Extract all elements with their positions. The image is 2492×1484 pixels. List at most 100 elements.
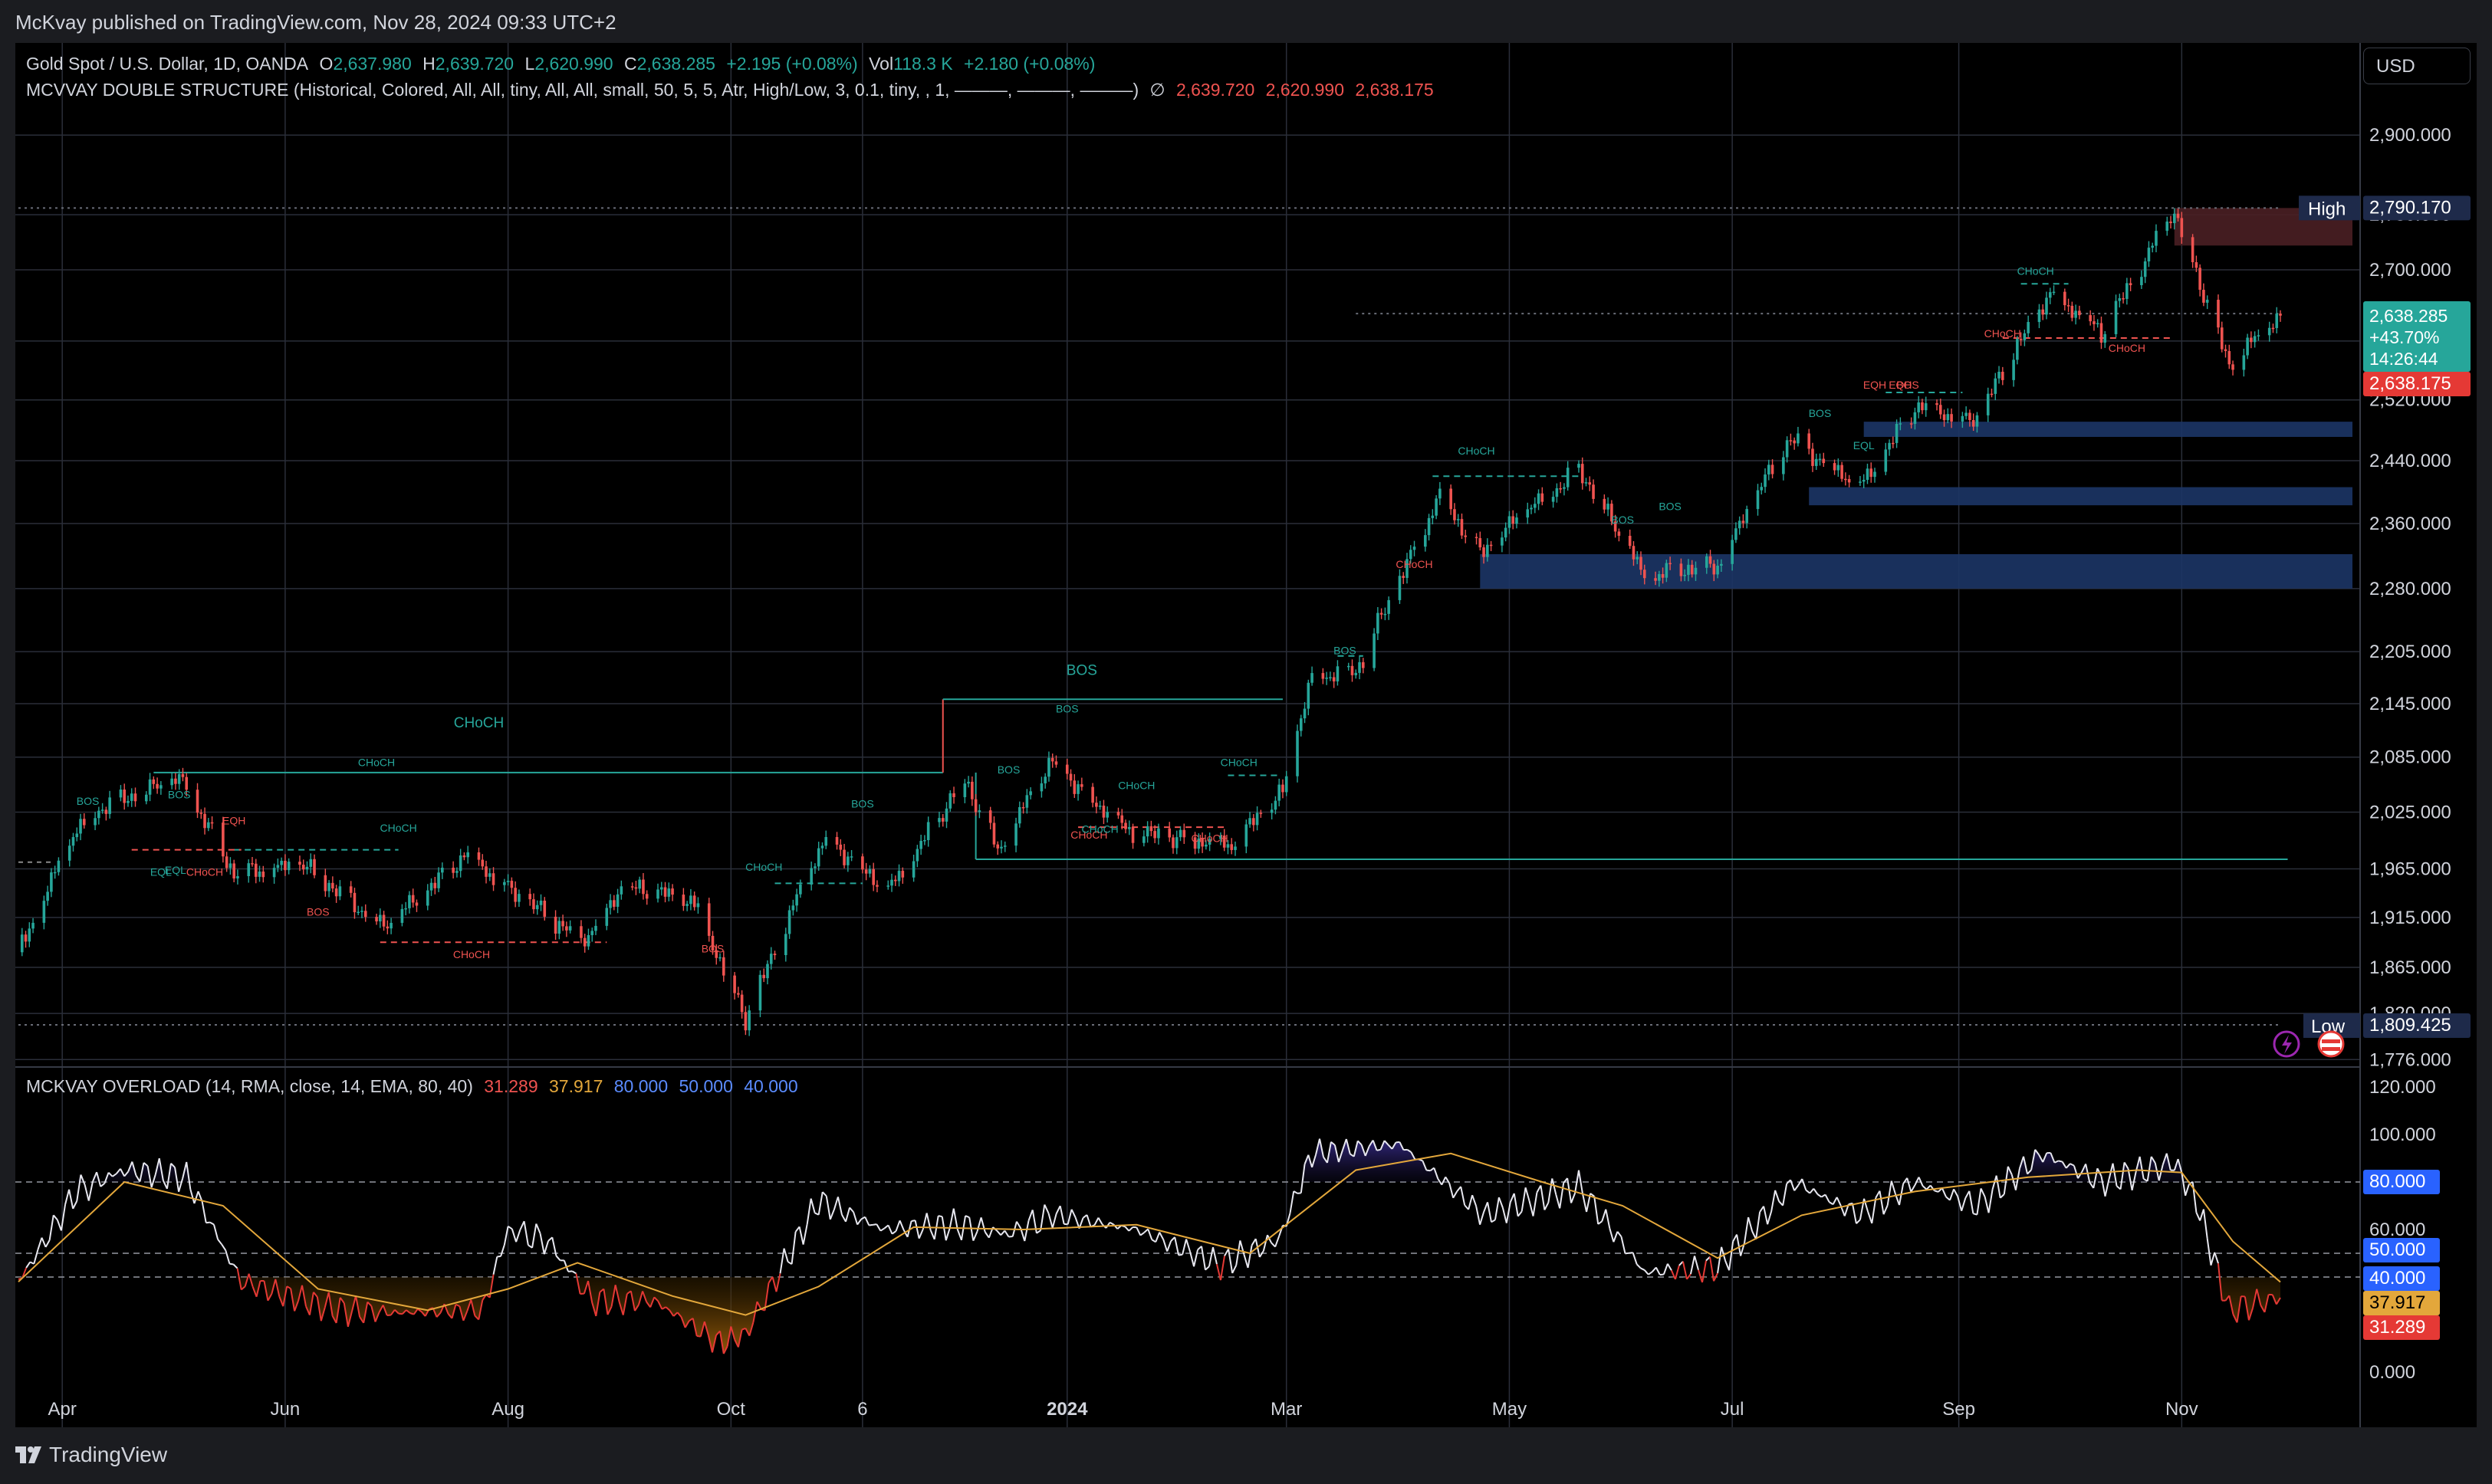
candle-body (748, 1010, 751, 1031)
candle-body (1665, 563, 1668, 578)
oscillator-line-segment (853, 1211, 859, 1225)
symbol-name[interactable]: Gold Spot / U.S. Dollar, 1D, OANDA (26, 54, 309, 74)
candle-body (2217, 300, 2220, 328)
candle-body (1153, 831, 1156, 839)
oscillator-line-segment (1235, 1240, 1241, 1266)
candle-body (843, 849, 846, 865)
candle-body (1321, 673, 1325, 679)
candle-body (685, 904, 689, 906)
candle-body (1219, 836, 1222, 839)
candle-body (1654, 578, 1657, 581)
oscillator-line-segment (213, 1224, 219, 1240)
candle-body (1606, 504, 1609, 510)
oscillator-badge-text: 40.000 (2369, 1268, 2425, 1289)
oscillator-line-segment (503, 1226, 509, 1246)
candle-body (181, 773, 185, 777)
candle-body (1325, 677, 1328, 679)
candle-body (199, 813, 203, 814)
candle-body (656, 889, 659, 899)
candle-body (170, 778, 173, 786)
candle-body (258, 871, 261, 877)
oscillator-line-segment (1323, 1156, 1328, 1164)
candle-body (327, 882, 330, 891)
oscillator-line-segment (236, 1268, 242, 1290)
candle-body (2096, 323, 2099, 325)
candle-body (850, 856, 853, 858)
oscillator-line-segment (1464, 1204, 1469, 1210)
candle-body (971, 781, 974, 799)
candle-body (2275, 314, 2279, 328)
candle-body (1029, 791, 1032, 796)
oscillator-name[interactable]: MCKVAY OVERLOAD (14, RMA, close, 14, EMA… (26, 1076, 473, 1096)
candle-body (1281, 784, 1284, 793)
indicator-value-3: 2,638.175 (1355, 80, 1434, 100)
candle-body (2140, 277, 2143, 286)
candle-body (1431, 515, 1435, 518)
candle-body (28, 928, 31, 942)
indicator-name[interactable]: MCVVAY DOUBLE STRUCTURE (Historical, Col… (26, 80, 1139, 100)
currency-button[interactable]: USD (2363, 48, 2471, 84)
candle-body (1449, 488, 1452, 510)
oscillator-line-segment (1004, 1230, 1010, 1238)
oscillator-line-segment (1289, 1190, 1295, 1213)
candle-body (2093, 321, 2096, 324)
candle-body (225, 856, 228, 868)
oscillator-line-segment (515, 1230, 521, 1243)
candle-body (1329, 677, 1332, 678)
oscillator-line-segment (1353, 1141, 1359, 1157)
oscillator-line-segment (2061, 1161, 2067, 1169)
oscillator-line-segment (123, 1170, 130, 1177)
oscillator-line-segment (2119, 1162, 2125, 1190)
candle-body (1884, 449, 1888, 472)
oscillator-line-segment (1109, 1221, 1114, 1226)
oscillator-line-segment (298, 1285, 303, 1302)
candle-body (1610, 504, 1613, 522)
oscillator-badge-text: 31.289 (2369, 1317, 2425, 1338)
candle-body (1807, 433, 1811, 449)
oscillator-line-segment (96, 1171, 102, 1187)
oscillator-line-segment (1391, 1141, 1397, 1150)
candle-body (630, 886, 634, 888)
candle-body (2114, 300, 2118, 334)
oscillator-line-segment (313, 1292, 318, 1298)
candle-body (104, 809, 108, 814)
candle-body (441, 867, 444, 873)
candle-body (1376, 612, 1379, 634)
oscillator-line-segment (771, 1276, 778, 1292)
candle-body (130, 793, 133, 801)
oscillator-line-segment (2247, 1307, 2254, 1321)
candle-body (254, 863, 258, 877)
candle-body (1683, 574, 1686, 576)
oscillator-line-segment (1139, 1232, 1145, 1236)
candle-body (1950, 414, 1953, 422)
oscillator-line-segment (825, 1196, 831, 1220)
oscillator-line-segment (367, 1301, 373, 1307)
oscillator-line-segment (1976, 1188, 1982, 1215)
candle-body (357, 911, 360, 914)
oscillator-line-segment (535, 1223, 541, 1234)
oversold-fill (18, 1277, 2280, 1354)
oscillator-line-segment (1914, 1177, 1920, 1186)
oscillator-line-segment (2214, 1252, 2219, 1264)
oscillator-line-segment (1767, 1211, 1773, 1225)
oscillator-line-segment (166, 1163, 172, 1189)
high-label: High (2308, 199, 2346, 219)
candle-body (145, 794, 148, 802)
candle-body (2089, 315, 2092, 322)
candle-body (1252, 818, 1255, 826)
oscillator-line-segment (1271, 1242, 1276, 1248)
oscillator-line-segment (722, 1346, 728, 1354)
oscillator-line-segment (1616, 1231, 1622, 1237)
oscillator-line-segment (956, 1229, 962, 1241)
candle-body (1284, 776, 1288, 793)
oscillator-line-segment (1934, 1190, 1939, 1193)
candle-body (1248, 818, 1251, 825)
candle-body (565, 926, 568, 931)
oscillator-line-segment (1304, 1154, 1310, 1165)
oscillator-line-segment (2054, 1160, 2059, 1164)
candle-body (893, 879, 897, 882)
oscillator-line-segment (1185, 1239, 1192, 1253)
candle-body (1025, 795, 1029, 808)
